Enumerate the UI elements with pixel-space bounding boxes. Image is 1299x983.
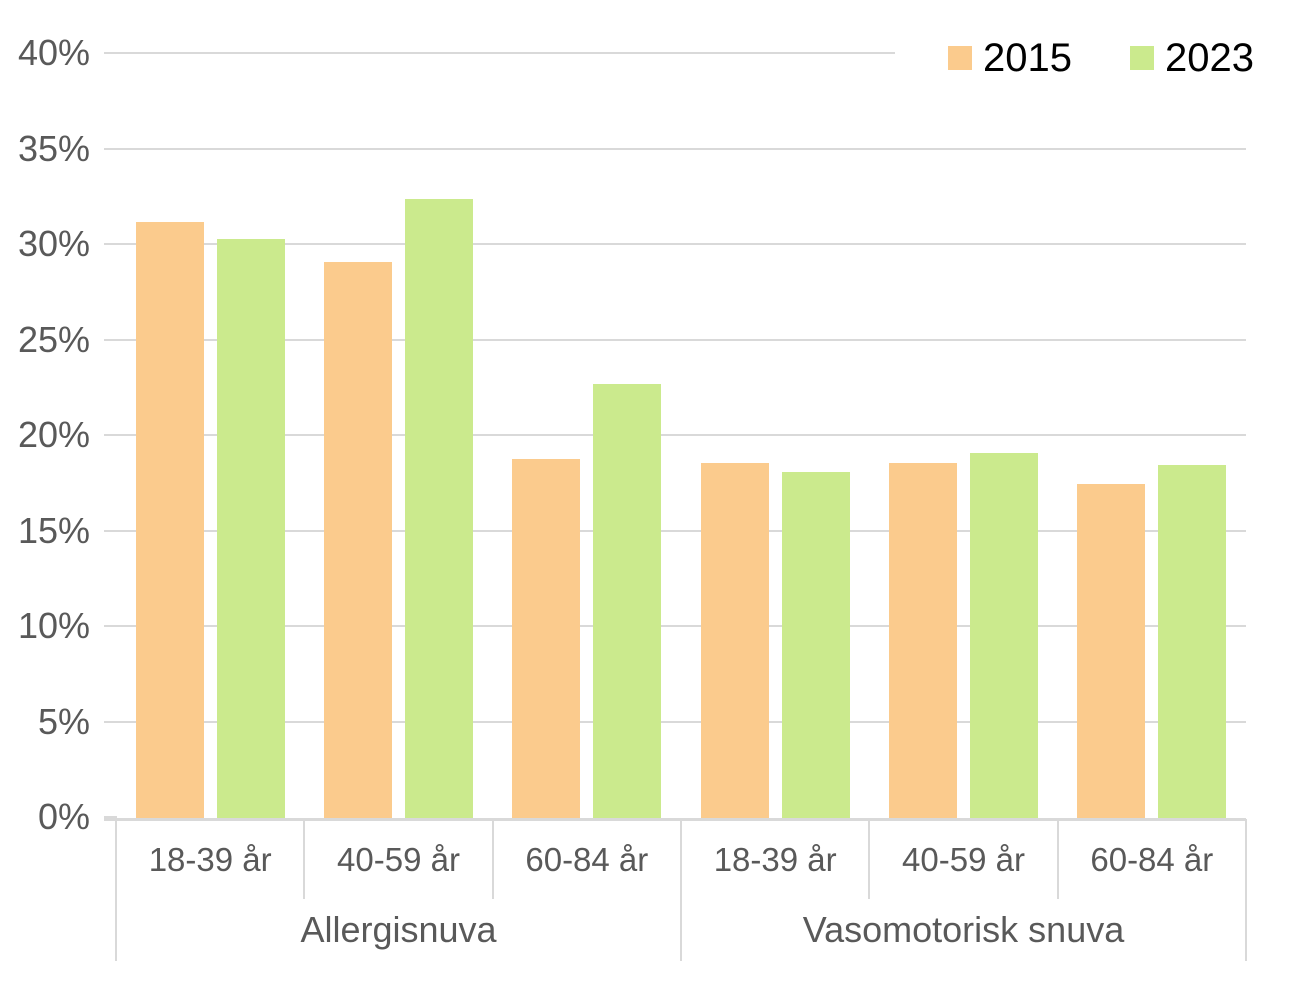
- bar-2023-allergisnuva-60-84-ar: [593, 384, 662, 818]
- gridline: [116, 338, 1246, 341]
- x-axis-line: [104, 818, 1246, 821]
- x-axis-category-label: 18-39 år: [148, 841, 272, 878]
- y-axis-label: 15%: [17, 509, 90, 551]
- gridline: [116, 147, 1246, 150]
- y-axis-tick: [104, 529, 117, 532]
- axis-category-divider: [868, 819, 871, 899]
- gridline: [116, 625, 1246, 627]
- legend-swatch-2015-icon: [948, 46, 972, 70]
- y-axis-tick: [104, 816, 117, 818]
- axis-group-divider: [1245, 819, 1247, 961]
- y-axis-tick: [104, 625, 117, 627]
- y-axis-tick: [104, 434, 117, 436]
- chart-legend: 2015 2023: [895, 30, 1264, 86]
- x-axis-group-label: Vasomotorisk snuva: [802, 909, 1125, 950]
- gridline: [116, 529, 1246, 532]
- bar-2023-allergisnuva-40-59-ar: [405, 199, 473, 818]
- bar-2023-vasomotorisk-snuva-40-59-ar: [970, 453, 1038, 818]
- y-axis-label: 40%: [17, 32, 90, 73]
- bar-2015-vasomotorisk-snuva-60-84-ar: [1077, 483, 1146, 818]
- bar-2015-allergisnuva-60-84-ar: [512, 458, 581, 818]
- gridline: [116, 434, 1246, 436]
- legend-item-2015: 2015: [948, 38, 1072, 78]
- gridline: [116, 243, 1246, 245]
- y-axis-label: 30%: [17, 223, 90, 264]
- legend-label-2023: 2023: [1164, 36, 1254, 80]
- x-axis-category-label: 40-59 år: [902, 841, 1025, 878]
- x-axis-category-label: 60-84 år: [525, 841, 649, 878]
- axis-category-divider: [1056, 819, 1059, 899]
- y-axis-tick: [104, 720, 117, 723]
- y-axis-label: 35%: [17, 127, 90, 169]
- bar-2023-vasomotorisk-snuva-60-84-ar: [1158, 464, 1227, 818]
- y-axis-label: 0%: [37, 796, 90, 837]
- legend-item-2023: 2023: [1129, 36, 1254, 80]
- axis-category-divider: [303, 819, 306, 899]
- legend-swatch-2023-icon: [1129, 46, 1154, 70]
- x-axis-category-label: 18-39 år: [713, 841, 837, 878]
- gridline: [116, 52, 1246, 54]
- bar-2023-vasomotorisk-snuva-18-39-ar: [781, 472, 850, 818]
- y-axis-tick: [104, 147, 117, 150]
- bar-2015-vasomotorisk-snuva-40-59-ar: [889, 462, 957, 818]
- y-axis-label: 5%: [37, 700, 90, 742]
- axis-category-divider: [491, 819, 494, 899]
- x-axis-category-label: 60-84 år: [1090, 841, 1214, 878]
- y-axis-label: 10%: [17, 605, 90, 646]
- axis-group-divider: [680, 819, 682, 961]
- y-axis-tick: [104, 338, 117, 341]
- x-axis-group-label: Allergisnuva: [300, 909, 497, 950]
- y-axis-label: 20%: [17, 414, 90, 455]
- axis-group-divider: [115, 819, 117, 961]
- bar-2015-allergisnuva-40-59-ar: [324, 262, 392, 818]
- bar-2015-vasomotorisk-snuva-18-39-ar: [700, 462, 769, 818]
- bar-2023-allergisnuva-18-39-ar: [216, 239, 285, 818]
- x-axis-category-label: 40-59 år: [337, 841, 460, 878]
- y-axis-tick: [104, 243, 117, 245]
- y-axis-label: 25%: [17, 318, 90, 360]
- bar-2015-allergisnuva-18-39-ar: [135, 222, 204, 818]
- legend-label-2015: 2015: [983, 36, 1072, 80]
- gridline: [116, 720, 1246, 723]
- y-axis-tick: [104, 52, 117, 54]
